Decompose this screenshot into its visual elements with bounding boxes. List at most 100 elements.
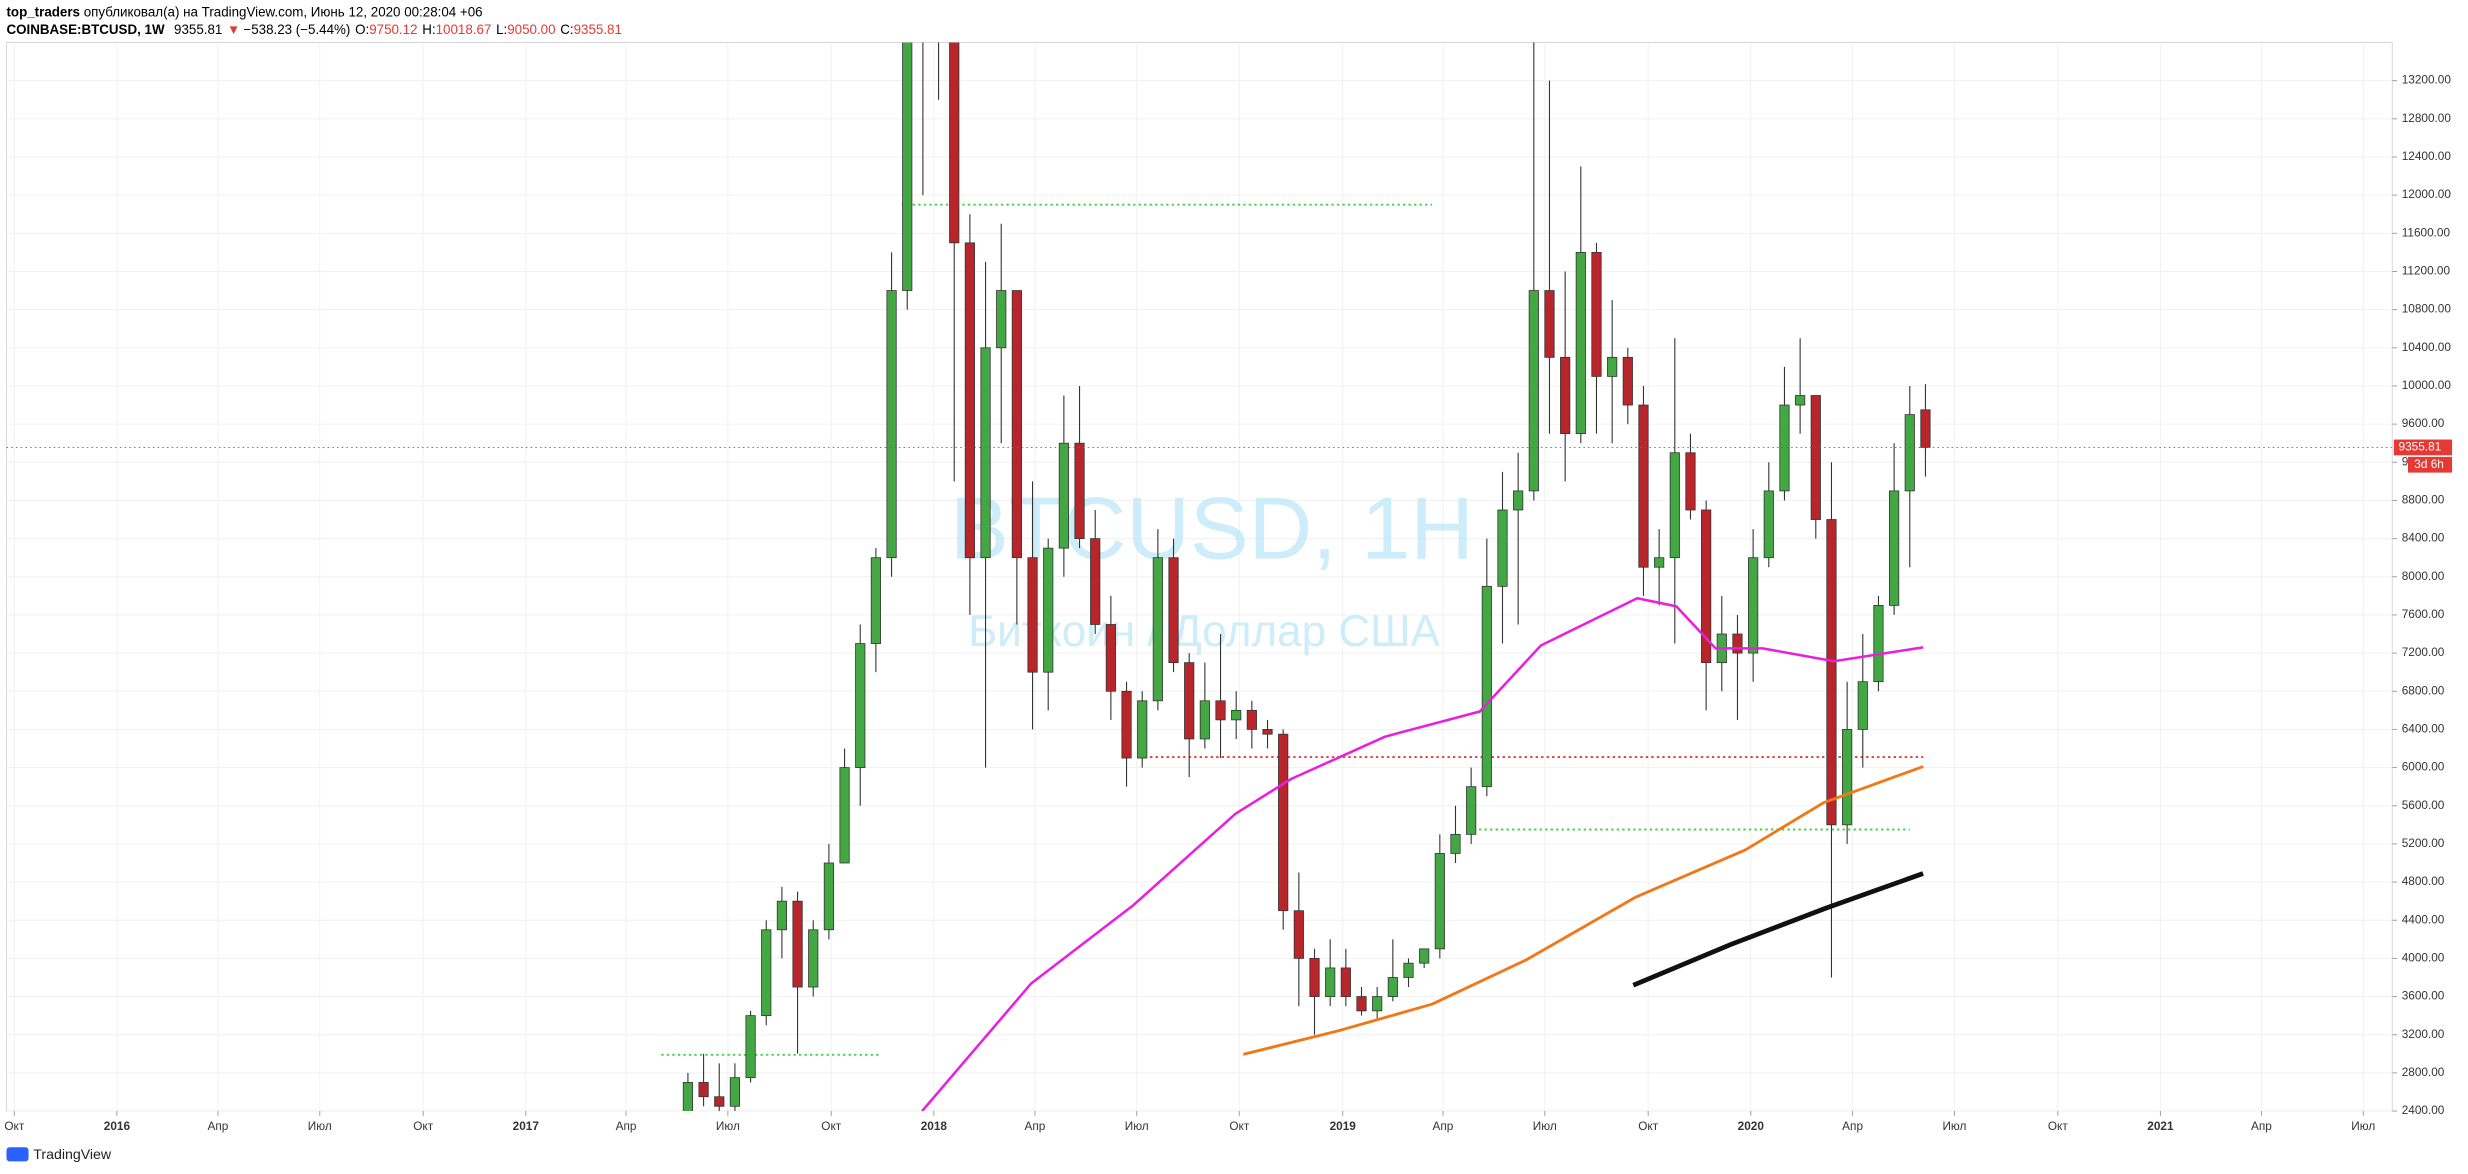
candle-body bbox=[1701, 509, 1712, 664]
candle-body bbox=[1043, 547, 1054, 673]
candle-body bbox=[1246, 709, 1257, 730]
candle-body bbox=[870, 557, 881, 644]
o-value: 9750.12 bbox=[369, 21, 417, 36]
candle-body bbox=[1873, 604, 1884, 683]
x-tick-label: Апр bbox=[208, 1119, 229, 1133]
grid bbox=[6, 42, 2393, 1112]
candle-body bbox=[1842, 729, 1853, 826]
y-tick-label: 11600.00 bbox=[2402, 225, 2451, 239]
candle-body bbox=[1607, 356, 1618, 377]
y-tick-label: 3200.00 bbox=[2402, 1027, 2445, 1041]
candle-body bbox=[1168, 557, 1179, 664]
candle-body bbox=[1152, 557, 1163, 702]
axes: 2400.00 2800.00 3200.00 3600.00 4000.00 4400.… bbox=[4, 73, 2453, 1133]
x-tick-label: 2018 bbox=[921, 1119, 948, 1133]
candle-body bbox=[1826, 519, 1837, 826]
candle-body bbox=[949, 42, 960, 244]
x-tick-label: 2016 bbox=[104, 1119, 131, 1133]
y-tick-label: 2400.00 bbox=[2402, 1103, 2445, 1117]
y-tick-label: 10800.00 bbox=[2402, 302, 2452, 316]
y-tick-label: 4800.00 bbox=[2402, 874, 2445, 888]
candle-body bbox=[1419, 948, 1430, 964]
x-tick-label: Окт bbox=[4, 1119, 24, 1133]
candle-body bbox=[1528, 290, 1539, 492]
candle-body bbox=[1497, 509, 1508, 587]
candle-body bbox=[1231, 709, 1242, 721]
logo-icon bbox=[6, 1147, 29, 1162]
x-tick-label: 2017 bbox=[513, 1119, 540, 1133]
y-tick-label: 4400.00 bbox=[2402, 912, 2445, 926]
candle-body bbox=[1121, 690, 1132, 759]
candle-body bbox=[1920, 409, 1931, 448]
candle-body bbox=[1763, 490, 1774, 559]
candle-body bbox=[1199, 700, 1210, 740]
x-tick-label: Июл bbox=[1125, 1119, 1149, 1133]
candle-body bbox=[1810, 395, 1821, 520]
candle-body bbox=[1748, 557, 1759, 654]
x-tick-label: Июл bbox=[1533, 1119, 1557, 1133]
candle-body bbox=[918, 0, 927, 4]
last-price-box bbox=[2393, 439, 2453, 456]
tradingview-logo: TradingView bbox=[6, 1147, 112, 1163]
x-tick-label: Окт bbox=[821, 1119, 841, 1133]
indicator-line bbox=[921, 596, 1924, 1112]
candle-body bbox=[1779, 404, 1790, 492]
y-tick-label: 9600.00 bbox=[2402, 416, 2445, 430]
candle-body bbox=[1074, 442, 1085, 540]
x-tick-label: Апр bbox=[2251, 1119, 2272, 1133]
y-tick-label: 12000.00 bbox=[2402, 187, 2452, 201]
candle-body bbox=[1058, 442, 1069, 549]
y-tick-label: 8000.00 bbox=[2402, 569, 2445, 583]
y-tick-label: 5600.00 bbox=[2402, 798, 2445, 812]
candle-body bbox=[855, 643, 866, 768]
header-line: top_traders опубликовал(а) на TradingVie… bbox=[6, 4, 482, 19]
candle-body bbox=[964, 242, 975, 559]
x-tick-label: Июл bbox=[716, 1119, 740, 1133]
h-value: 10018.67 bbox=[436, 21, 492, 36]
candle-body bbox=[729, 1077, 741, 1107]
candle-body bbox=[1293, 910, 1304, 959]
y-tick-label: 6800.00 bbox=[2402, 683, 2445, 697]
x-tick-label: Июл bbox=[1942, 1119, 1966, 1133]
candle-body bbox=[792, 900, 803, 988]
x-tick-label: 2019 bbox=[1330, 1119, 1357, 1133]
y-tick-label: 10400.00 bbox=[2402, 340, 2452, 354]
candle-body bbox=[1356, 996, 1367, 1012]
brand: TradingView bbox=[33, 1147, 112, 1163]
y-tick-label: 2800.00 bbox=[2402, 1065, 2445, 1079]
x-tick-label: Апр bbox=[616, 1119, 637, 1133]
indicator-line bbox=[1242, 765, 1924, 1056]
x-tick-label: 2021 bbox=[2147, 1119, 2174, 1133]
x-tick-label: Окт bbox=[413, 1119, 433, 1133]
candle-body bbox=[1889, 490, 1900, 606]
candle-body bbox=[902, 42, 913, 291]
candle-body bbox=[761, 929, 772, 1017]
y-tick-label: 12400.00 bbox=[2402, 149, 2452, 163]
candle-body bbox=[1575, 251, 1586, 435]
symbol-line: COINBASE:BTCUSD, 1W 9355.81 ▼ −538.23 (−5.4… bbox=[6, 21, 621, 36]
candle-body bbox=[1669, 452, 1680, 559]
x-tick-label: Июл bbox=[308, 1119, 332, 1133]
candle-body bbox=[1215, 700, 1226, 721]
author: top_traders bbox=[6, 4, 80, 19]
candle-body bbox=[823, 862, 834, 931]
candle-body bbox=[1011, 290, 1022, 559]
candle-body bbox=[934, 4, 943, 23]
l-value: 9050.00 bbox=[507, 21, 555, 36]
y-tick-label: 7200.00 bbox=[2402, 645, 2445, 659]
x-tick-label: 2020 bbox=[1738, 1119, 1765, 1133]
candle-body bbox=[1685, 452, 1696, 511]
y-tick-label: 6400.00 bbox=[2402, 722, 2445, 736]
x-tick-label: Окт bbox=[1229, 1119, 1249, 1133]
x-tick-label: Июл bbox=[2351, 1119, 2375, 1133]
candle-body bbox=[1340, 967, 1351, 997]
candle-body bbox=[1309, 958, 1320, 997]
candle-body bbox=[886, 290, 897, 559]
y-tick-label: 5200.00 bbox=[2402, 836, 2445, 850]
o-label: O: bbox=[355, 21, 369, 36]
indicator-line bbox=[1632, 871, 1924, 988]
y-tick-label: 13200.00 bbox=[2402, 73, 2452, 87]
candle-body bbox=[1434, 853, 1445, 950]
c-label: C: bbox=[560, 21, 573, 36]
